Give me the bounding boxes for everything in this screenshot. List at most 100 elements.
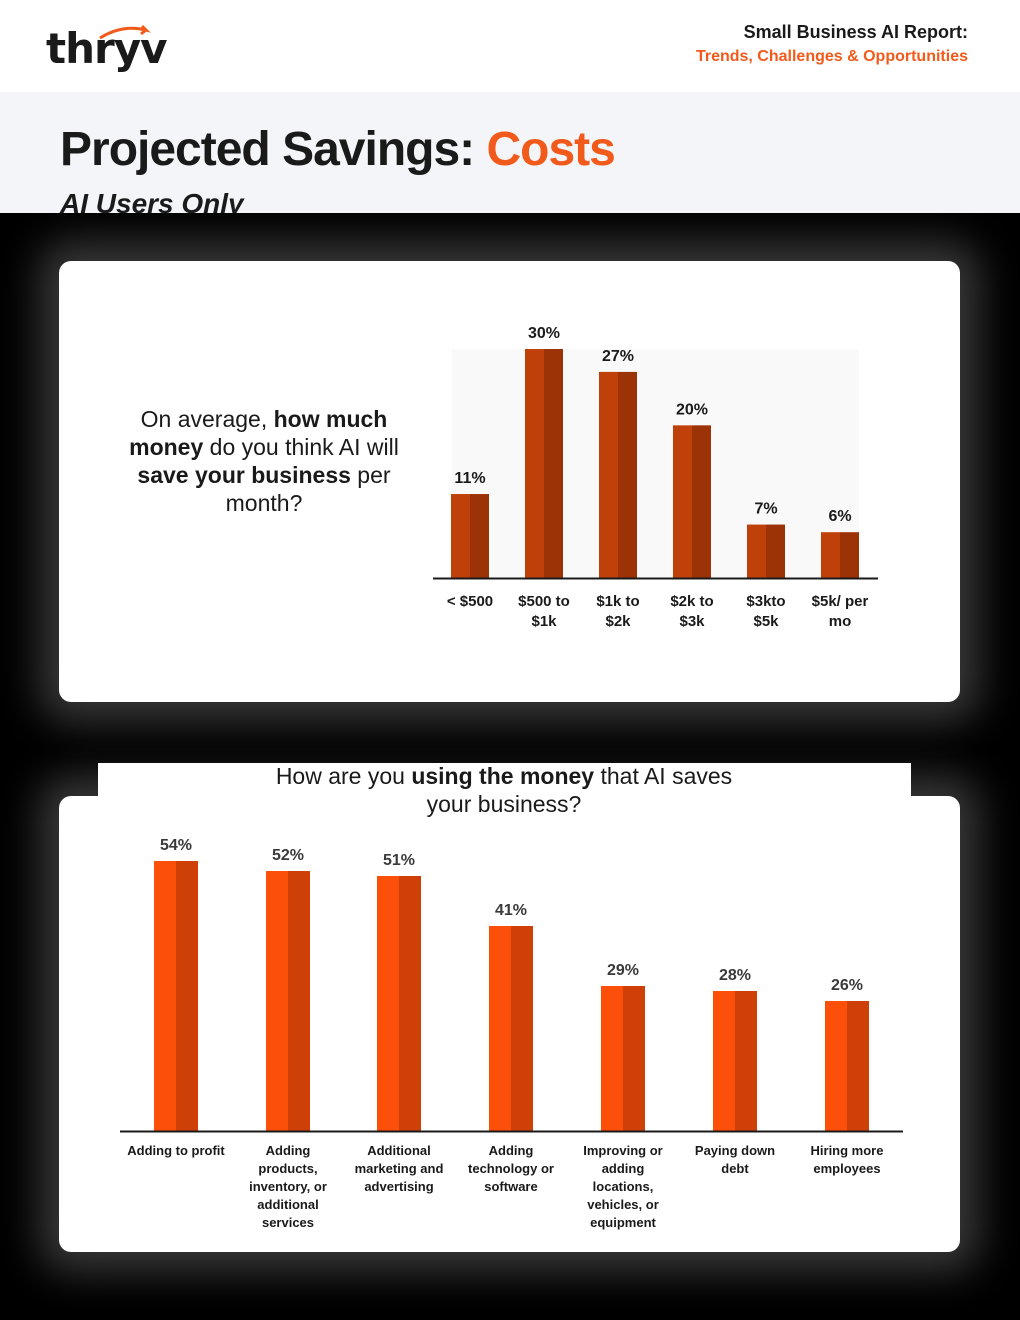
tick-label: Additional marketing and advertising	[355, 1143, 444, 1194]
tick-label-line: advertising	[364, 1179, 433, 1194]
data-label: 52%	[272, 847, 304, 864]
data-label: 7%	[754, 501, 777, 518]
bar-shade	[840, 532, 859, 578]
chart1-question-part: per month?	[225, 462, 391, 516]
report-subtitle: Trends, Challenges & Opportunities	[695, 48, 968, 65]
bar	[451, 494, 470, 578]
tick-label-line: products,	[258, 1161, 317, 1176]
tick-label-line: < $500	[447, 593, 493, 610]
tick-label-line: vehicles, or	[587, 1197, 659, 1212]
bar-shade	[288, 871, 310, 1131]
tick-label: Adding products, inventory, or additional se…	[249, 1143, 327, 1230]
page-title: Projected Savings: Costs	[60, 122, 616, 177]
tick-label-line: inventory, or	[249, 1179, 327, 1194]
tick-label-line: $2k to	[670, 593, 713, 610]
tick-label: $1k to $2k	[596, 593, 639, 630]
chart1-question-part: do you think AI will	[203, 434, 399, 460]
bar-shade	[176, 861, 198, 1131]
bar-shade	[692, 425, 711, 578]
tick-label: Paying down debt	[695, 1143, 775, 1176]
data-label: 26%	[831, 977, 863, 994]
report-header: thryv Small Business AI Report: Trends, …	[0, 0, 1020, 92]
tick-label-line: Adding to profit	[127, 1143, 225, 1158]
bar	[601, 986, 623, 1131]
chart1-question-emphasis: save your business	[137, 462, 351, 488]
bar-shade	[735, 991, 757, 1131]
chart2-question-part: How are you	[275, 763, 412, 789]
tick-label-line: technology or	[468, 1161, 554, 1176]
bar	[825, 1001, 847, 1131]
tick-label-line: $500 to	[518, 593, 570, 610]
data-label: 6%	[828, 508, 851, 525]
data-label: 29%	[607, 962, 639, 979]
bar	[525, 349, 544, 578]
tick-label-line: software	[484, 1179, 537, 1194]
bar	[599, 371, 618, 578]
bar	[154, 861, 176, 1131]
bar	[266, 871, 288, 1131]
chart1-question-part: On average,	[140, 406, 274, 432]
tick-label-line: adding	[602, 1161, 645, 1176]
tick-label: Adding technology or software	[468, 1143, 554, 1194]
tick-label-line: marketing and	[355, 1161, 444, 1176]
bar	[377, 876, 399, 1131]
tick-label-line: equipment	[590, 1215, 656, 1230]
tick-label: Adding to profit	[127, 1143, 225, 1158]
page-title-accent: Costs	[486, 123, 615, 176]
bar-shade	[470, 494, 489, 578]
chart2-question-emphasis: using the money	[411, 763, 595, 789]
question-banner	[98, 763, 911, 796]
chart2-question-part: that AI saves your business?	[426, 763, 733, 817]
tick-label-line: additional	[257, 1197, 318, 1212]
tick-label-line: $2k	[605, 613, 631, 630]
thryv-logo: thryv	[46, 24, 167, 73]
bar-shade	[399, 876, 421, 1131]
tick-label-line: Hiring more	[811, 1143, 884, 1158]
tick-label: $5k/ per mo	[812, 593, 869, 630]
bar-shade	[511, 926, 533, 1131]
bar-shade	[544, 349, 563, 578]
tick-label-line: Additional	[367, 1143, 431, 1158]
tick-label-line: mo	[829, 613, 852, 630]
data-label: 51%	[383, 852, 415, 869]
bar	[713, 991, 735, 1131]
chart1-question-emphasis: how much money	[129, 406, 388, 460]
bar-shade	[766, 524, 785, 578]
tick-label-line: $5k	[753, 613, 779, 630]
tick-label: $3kto $5k	[746, 593, 785, 630]
tick-label-line: services	[262, 1215, 314, 1230]
tick-label: < $500	[447, 593, 493, 610]
bar-shade	[847, 1001, 869, 1131]
bar	[821, 532, 840, 578]
tick-label-line: $5k/ per	[812, 593, 869, 610]
data-label: 11%	[454, 470, 485, 487]
data-label: 30%	[528, 325, 560, 342]
chart2-question: How are you using the money that AI save…	[254, 762, 754, 818]
data-label: 28%	[719, 967, 751, 984]
tick-label: $500 to $1k	[518, 593, 570, 630]
tick-label-line: locations,	[593, 1179, 654, 1194]
logo-swoosh-icon	[99, 24, 151, 40]
tick-label: $2k to $3k	[670, 593, 713, 630]
bar	[673, 425, 692, 578]
data-label: 54%	[160, 837, 192, 854]
chart1-question: On average, how much money do you think …	[128, 405, 400, 517]
bar	[489, 926, 511, 1131]
bar-shade	[618, 371, 637, 578]
tick-label-line: $1k to	[596, 593, 639, 610]
tick-label-line: debt	[721, 1161, 749, 1176]
data-label: 20%	[676, 401, 708, 418]
tick-label-line: $3kto	[746, 593, 785, 610]
page-subtitle: AI Users Only	[60, 188, 244, 213]
tick-label-line: Adding	[266, 1143, 311, 1158]
tick-label-line: employees	[813, 1161, 880, 1176]
data-label: 41%	[495, 902, 527, 919]
report-title: Small Business AI Report:	[743, 22, 968, 42]
tick-label-line: Improving or	[583, 1143, 662, 1158]
plot-background	[452, 349, 859, 578]
page-title-main: Projected Savings:	[60, 123, 487, 176]
tick-label-line: $3k	[679, 613, 705, 630]
data-label: 27%	[602, 348, 634, 365]
tick-label-line: Paying down	[695, 1143, 775, 1158]
